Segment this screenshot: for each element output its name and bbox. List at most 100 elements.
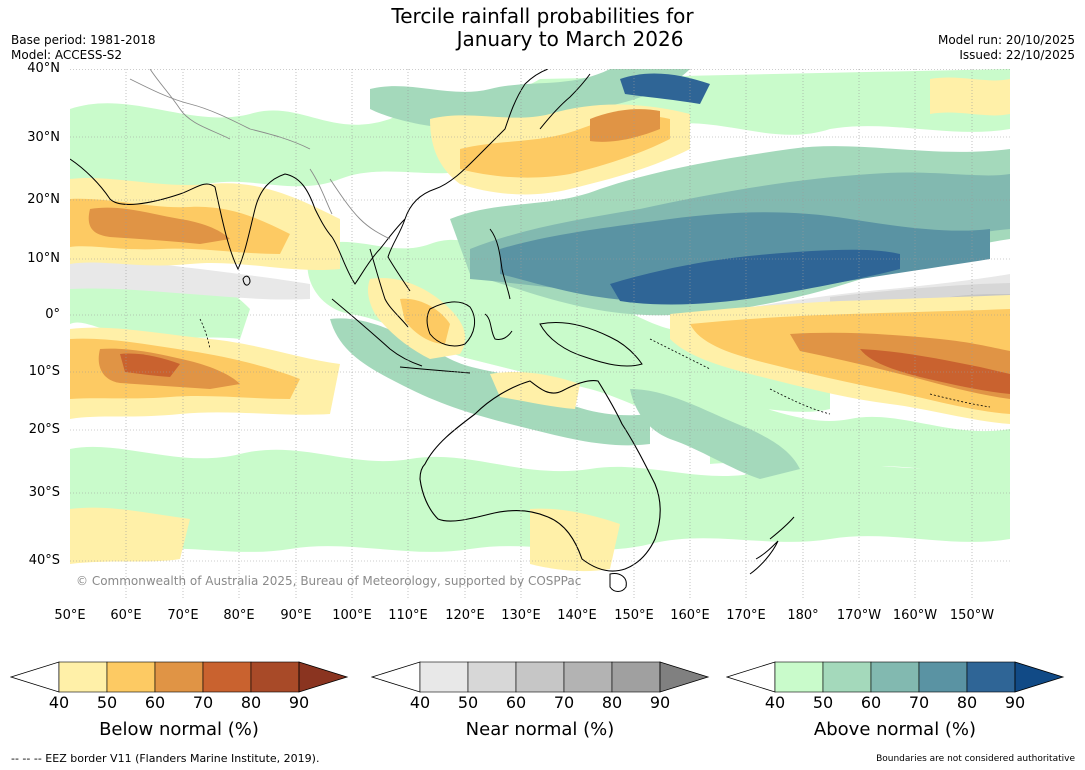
near-colorbar-bin-4: [563, 661, 613, 693]
border-myanmar: [309, 168, 333, 215]
boundaries-disclaimer: Boundaries are not considered authoritat…: [876, 754, 1075, 764]
coast-borneo: [426, 301, 476, 347]
lat-label-20n: 20°N: [27, 192, 60, 207]
colorbar-title-above-normal: Above normal (%): [813, 719, 977, 740]
probability-fields: [70, 69, 1010, 572]
map-title-line2: January to March 2026: [456, 27, 684, 51]
lon-label-170w: 170°W: [836, 608, 882, 623]
above-tick-50: 50: [812, 693, 834, 712]
below-tick-90: 90: [288, 693, 310, 712]
above-tick-70: 70: [908, 693, 930, 712]
above-normal-60-marine: [330, 318, 650, 446]
near-normal-50-west: [70, 257, 310, 300]
lon-label-120e: 120°E: [445, 608, 485, 623]
lat-label-40s: 40°S: [28, 553, 60, 568]
colorbar-above-normal: [726, 661, 1065, 693]
near-tick-40: 40: [409, 693, 431, 712]
model-label: Model: ACCESS-S2: [11, 48, 123, 62]
above-normal-50-central: [307, 239, 830, 419]
below-tick-60: 60: [144, 693, 166, 712]
coast-indochina: [369, 248, 409, 328]
near-colorbar-bin-3: [515, 661, 565, 693]
lat-label-10s: 10°S: [28, 364, 60, 379]
near-tick-90: 90: [649, 693, 671, 712]
lon-label-150w: 150°W: [949, 608, 995, 623]
above-tick-60: 60: [860, 693, 882, 712]
copyright-notice: © Commonwealth of Australia 2025, Bureau…: [76, 574, 581, 588]
near-colorbar-bin-5: [611, 661, 661, 693]
lon-label-50e: 50°E: [54, 608, 86, 623]
near-colorbar-bin-1: [419, 661, 469, 693]
lon-label-100e: 100°E: [332, 608, 372, 623]
coast-new-zealand: [749, 516, 795, 575]
near-tick-50: 50: [457, 693, 479, 712]
below-tick-50: 50: [96, 693, 118, 712]
below-colorbar-lower-extension: [10, 661, 60, 693]
above-colorbar-bin-1: [774, 661, 824, 693]
below-normal-60-maritime: [400, 298, 450, 344]
below-normal-80-pacific: [860, 349, 1010, 394]
eez-border-indian: [199, 318, 211, 350]
political-borders: [129, 69, 391, 240]
below-normal-70-india: [88, 207, 231, 244]
lon-label-80e: 80°E: [223, 608, 255, 623]
colorbar-title-below-normal: Below normal (%): [99, 719, 259, 740]
below-normal-50-ne: [930, 77, 1010, 116]
coast-new-guinea: [539, 321, 643, 367]
above-tick-40: 40: [764, 693, 786, 712]
border-south-asia: [129, 78, 311, 150]
lon-label-150e: 150°E: [614, 608, 654, 623]
near-tick-70: 70: [553, 693, 575, 712]
coast-tasmania: [609, 573, 627, 592]
below-normal-50-south: [70, 507, 190, 564]
colorbar-title-near-normal: Near normal (%): [465, 719, 615, 740]
below-tick-70: 70: [192, 693, 214, 712]
above-normal-60-aus-east: [630, 389, 800, 479]
coast-arabia-india: [70, 158, 333, 271]
eez-borders: [199, 318, 991, 415]
lat-label-40n: 40°N: [27, 61, 60, 76]
coast-sulawesi: [484, 313, 513, 340]
lon-label-160e: 160°E: [670, 608, 710, 623]
coast-se-asia: [331, 69, 549, 285]
coast-sumatra: [331, 298, 423, 367]
above-normal-60-north: [370, 69, 690, 129]
lon-label-90e: 90°E: [280, 608, 312, 623]
below-normal-50-tas: [530, 508, 620, 572]
below-normal-70-asia: [590, 109, 660, 142]
lon-label-130e: 130°E: [501, 608, 541, 623]
near-tick-60: 60: [505, 693, 527, 712]
above-tick-80: 80: [956, 693, 978, 712]
lon-label-180: 180°: [787, 608, 819, 623]
near-tick-80: 80: [601, 693, 623, 712]
below-colorbar-bin-2: [106, 661, 156, 693]
colorbar-near-normal: [371, 661, 710, 693]
coast-sri-lanka: [242, 275, 251, 286]
map-title-line1: Tercile rainfall probabilities for: [391, 4, 694, 28]
below-normal-80-io: [120, 353, 180, 377]
border-indochina: [329, 178, 391, 240]
below-colorbar-upper-extension: [298, 661, 349, 693]
below-normal-50-aus-north: [490, 372, 580, 409]
lon-label-110e: 110°E: [388, 608, 428, 623]
near-colorbar-upper-extension: [659, 661, 710, 693]
above-colorbar-bin-3: [870, 661, 920, 693]
above-colorbar-bin-5: [966, 661, 1016, 693]
below-colorbar-bin-1: [58, 661, 108, 693]
below-tick-80: 80: [240, 693, 262, 712]
above-tick-90: 90: [1004, 693, 1026, 712]
above-colorbar-upper-extension: [1014, 661, 1065, 693]
lon-label-140e: 140°E: [557, 608, 597, 623]
coast-japan: [539, 73, 591, 130]
near-colorbar-lower-extension: [371, 661, 421, 693]
coastlines: [70, 69, 643, 374]
graticule: [70, 69, 1010, 600]
below-colorbar-bin-5: [250, 661, 300, 693]
base-period-label: Base period: 1981-2018: [11, 33, 156, 47]
model-run-label: Model run: 20/10/2025: [937, 33, 1075, 47]
border-central-asia: [149, 69, 231, 140]
above-normal-90-core: [610, 249, 900, 305]
colorbar-below-normal: [10, 661, 349, 693]
below-colorbar-bin-4: [202, 661, 252, 693]
lon-label-170e: 170°E: [726, 608, 766, 623]
